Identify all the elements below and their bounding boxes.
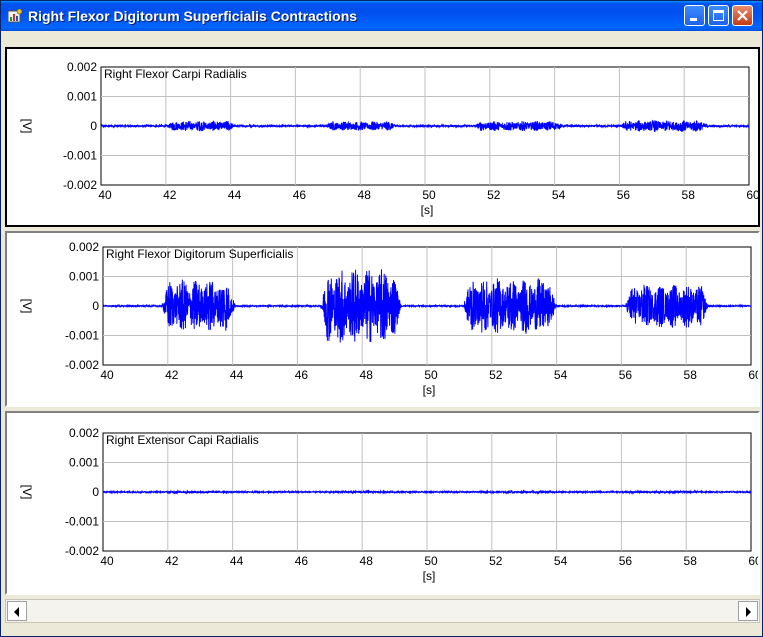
- horizontal-scrollbar[interactable]: [5, 599, 760, 623]
- y-tick-label: -0.002: [65, 544, 99, 558]
- x-tick-label: 50: [424, 368, 438, 382]
- y-axis-label: [V]: [20, 485, 34, 500]
- x-tick-label: 42: [165, 554, 179, 568]
- x-tick-label: 58: [684, 554, 698, 568]
- x-tick-label: 54: [552, 188, 566, 202]
- scroll-left-button[interactable]: [7, 601, 27, 621]
- y-tick-label: 0: [90, 119, 97, 133]
- x-tick-label: 48: [360, 368, 374, 382]
- series-label: Right Flexor Digitorum Superficialis: [106, 247, 293, 261]
- x-tick-label: 40: [98, 188, 112, 202]
- x-tick-label: 60: [746, 188, 758, 202]
- y-tick-label: 0.001: [67, 90, 97, 104]
- x-tick-label: 52: [489, 554, 503, 568]
- close-button[interactable]: [732, 5, 753, 26]
- x-tick-label: 44: [230, 368, 244, 382]
- series-label: Right Flexor Carpi Radialis: [104, 67, 247, 81]
- y-tick-label: 0.002: [69, 240, 99, 254]
- window-bottom-edge: [1, 623, 762, 636]
- scroll-right-button[interactable]: [738, 601, 758, 621]
- maximize-icon: [713, 10, 724, 21]
- emg-chart-flexor-digitorum-superficialis: Right Flexor Digitorum Superficialis 0.00…: [20, 240, 758, 397]
- y-tick-label: 0.002: [67, 60, 97, 74]
- x-tick-label: 46: [295, 554, 309, 568]
- signal-trace: [100, 119, 750, 132]
- y-tick-label: 0: [92, 485, 99, 499]
- x-axis-label: [s]: [423, 383, 436, 397]
- x-tick-label: 44: [230, 554, 244, 568]
- series-label: Right Extensor Capi Radialis: [106, 433, 259, 447]
- y-tick-label: 0.001: [69, 270, 99, 284]
- y-tick-label: -0.002: [65, 358, 99, 372]
- panel-divider: [5, 227, 760, 230]
- minimize-icon: [690, 18, 697, 21]
- chart-panel-2[interactable]: Right Flexor Digitorum Superficialis 0.00…: [5, 231, 760, 407]
- y-tick-label: -0.001: [65, 515, 99, 529]
- chart-panel-3[interactable]: Right Extensor Capi Radialis 0.002 0.001 0 -…: [5, 411, 760, 595]
- x-tick-label: 56: [619, 554, 633, 568]
- x-tick-label: 54: [554, 554, 568, 568]
- window-title: Right Flexor Digitorum Superficialis Con…: [28, 8, 358, 24]
- y-axis-label: [V]: [20, 299, 34, 314]
- close-icon: [737, 10, 748, 21]
- x-tick-label: 58: [684, 368, 698, 382]
- scroll-right-icon: [746, 607, 751, 617]
- x-tick-label: 60: [748, 554, 758, 568]
- x-tick-label: 42: [163, 188, 177, 202]
- x-tick-label: 60: [748, 368, 758, 382]
- x-tick-label: 40: [100, 554, 114, 568]
- chart-app-icon: [7, 8, 23, 23]
- scroll-left-icon: [14, 607, 19, 617]
- x-tick-label: 42: [165, 368, 179, 382]
- x-tick-label: 50: [424, 554, 438, 568]
- x-tick-label: 48: [360, 554, 374, 568]
- x-tick-label: 44: [228, 188, 242, 202]
- y-tick-label: 0: [92, 299, 99, 313]
- x-tick-label: 54: [554, 368, 568, 382]
- x-tick-label: 52: [487, 188, 501, 202]
- y-tick-label: -0.002: [63, 178, 97, 192]
- x-tick-label: 56: [617, 188, 631, 202]
- x-tick-label: 40: [100, 368, 114, 382]
- signal-trace: [102, 269, 752, 343]
- panel-divider: [5, 407, 760, 410]
- x-axis-label: [s]: [421, 203, 434, 217]
- emg-chart-extensor-capi-radialis: Right Extensor Capi Radialis 0.002 0.001 0 -…: [20, 426, 758, 583]
- y-tick-label: 0.002: [69, 426, 99, 440]
- x-tick-label: 46: [295, 368, 309, 382]
- chart-panel-1[interactable]: Right Flexor Carpi Radialis 0.002 0.001 0 -0…: [5, 47, 760, 227]
- x-tick-label: 48: [358, 188, 372, 202]
- x-tick-label: 58: [682, 188, 696, 202]
- y-tick-label: 0.001: [69, 456, 99, 470]
- maximize-button[interactable]: [708, 5, 729, 26]
- title-bar[interactable]: Right Flexor Digitorum Superficialis Con…: [1, 1, 762, 31]
- x-tick-label: 56: [619, 368, 633, 382]
- x-tick-label: 50: [422, 188, 436, 202]
- x-tick-label: 46: [293, 188, 307, 202]
- scrollbar-track[interactable]: [28, 601, 738, 621]
- y-axis-label: [V]: [20, 119, 34, 134]
- emg-chart-flexor-carpi-radialis: Right Flexor Carpi Radialis 0.002 0.001 0 -0…: [20, 60, 758, 217]
- y-tick-label: -0.001: [63, 149, 97, 163]
- x-axis-label: [s]: [423, 569, 436, 583]
- y-tick-label: -0.001: [65, 329, 99, 343]
- minimize-button[interactable]: [684, 5, 705, 26]
- x-tick-label: 52: [489, 368, 503, 382]
- signal-trace: [102, 489, 752, 495]
